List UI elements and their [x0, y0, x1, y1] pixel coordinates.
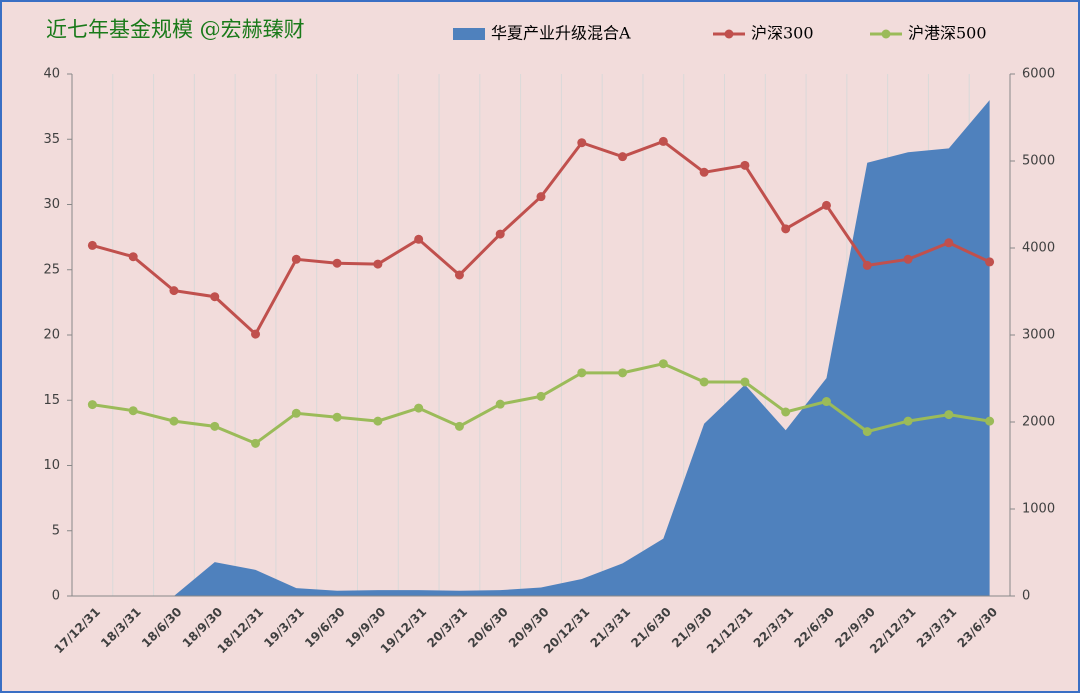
point: [454, 421, 464, 431]
point: [699, 377, 709, 387]
point: [903, 416, 913, 426]
point: [251, 329, 261, 339]
legend-swatch: [881, 29, 891, 39]
point: [169, 286, 179, 296]
legend-swatch: [724, 29, 734, 39]
point: [903, 254, 913, 264]
y-tick-label: 20: [43, 328, 60, 343]
y-tick-label: 30: [43, 197, 60, 212]
point: [862, 427, 872, 437]
point: [821, 200, 831, 210]
point: [618, 368, 628, 378]
point: [128, 406, 138, 416]
point: [332, 412, 342, 422]
y-tick-label: 10: [43, 458, 60, 473]
point: [985, 257, 995, 267]
legend-label: 沪港深500: [908, 24, 987, 43]
y2-tick-label: 4000: [1022, 241, 1055, 256]
legend-swatch: [453, 28, 485, 40]
point: [985, 416, 995, 426]
point: [862, 260, 872, 270]
area: [173, 100, 990, 596]
y-tick-label: 0: [52, 589, 60, 604]
point: [210, 292, 220, 302]
point: [495, 399, 505, 409]
point: [944, 410, 954, 420]
point: [291, 254, 301, 264]
y2-tick-label: 1000: [1022, 502, 1055, 517]
point: [536, 192, 546, 202]
y-tick-label: 35: [43, 132, 60, 147]
y2-tick-label: 5000: [1022, 154, 1055, 169]
point: [944, 238, 954, 248]
point: [740, 377, 750, 387]
point: [128, 252, 138, 262]
point: [210, 421, 220, 431]
point: [251, 438, 261, 448]
point: [658, 359, 668, 369]
y2-tick-label: 0: [1022, 589, 1030, 604]
point: [781, 224, 791, 234]
point: [658, 136, 668, 146]
point: [699, 167, 709, 177]
point: [291, 408, 301, 418]
chart-title: 近七年基金规模 @宏赫臻财: [46, 18, 305, 42]
point: [332, 258, 342, 268]
legend-label: 沪深300: [751, 24, 814, 43]
y-tick-label: 15: [43, 393, 60, 408]
legend-label: 华夏产业升级混合A: [491, 24, 631, 43]
point: [577, 138, 587, 148]
y-tick-label: 40: [43, 67, 60, 82]
point: [740, 160, 750, 170]
point: [87, 400, 97, 410]
point: [87, 240, 97, 250]
point: [169, 416, 179, 426]
point: [536, 391, 546, 401]
point: [495, 229, 505, 239]
point: [414, 403, 424, 413]
y2-tick-label: 2000: [1022, 415, 1055, 430]
point: [373, 259, 383, 269]
point: [821, 397, 831, 407]
point: [454, 270, 464, 280]
point: [618, 152, 628, 162]
y2-tick-label: 3000: [1022, 328, 1055, 343]
point: [577, 368, 587, 378]
point: [781, 407, 791, 417]
point: [373, 416, 383, 426]
point: [414, 234, 424, 244]
y-tick-label: 25: [43, 262, 60, 277]
y-tick-label: 5: [52, 523, 60, 538]
y2-tick-label: 6000: [1022, 67, 1055, 82]
